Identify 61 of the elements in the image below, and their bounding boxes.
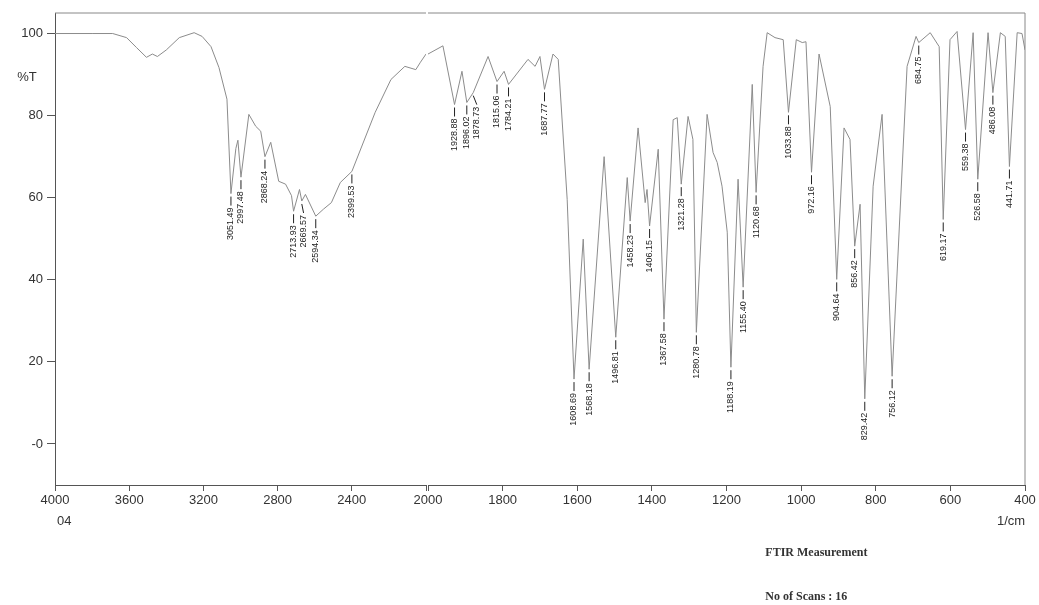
annotation: 2594.34 <box>310 230 321 263</box>
x-tick-label: 3200 <box>188 492 218 508</box>
y-tick-label: 40 <box>28 271 43 287</box>
annotation: 1367.58 <box>658 333 669 366</box>
annotation: 2868.24 <box>259 170 270 204</box>
annotation: 2399.53 <box>346 185 357 218</box>
y-tick-label: -0 <box>31 435 43 451</box>
y-tick-label: 60 <box>28 189 43 205</box>
text: 04 <box>57 513 72 529</box>
annotation: 1815.06 <box>491 95 502 129</box>
text: No of Scans : 16 <box>765 589 848 604</box>
x-tick-label: 2000 <box>413 492 443 508</box>
annotation: 1321.28 <box>675 198 686 231</box>
y-tick-label: 80 <box>28 107 43 123</box>
x-tick-label: 800 <box>864 492 887 508</box>
y-tick-label: 20 <box>28 353 43 369</box>
annotation: 441.71 <box>1003 180 1014 209</box>
annotation: 1784.21 <box>503 98 513 131</box>
annotation: 1188.19 <box>725 381 736 414</box>
x-tick-label: 2400 <box>337 492 367 508</box>
x-tick-label: 1000 <box>786 492 816 508</box>
x-tick-label: 4000 <box>40 492 70 508</box>
x-tick-label: 400 <box>1014 492 1036 508</box>
annotation: 756.12 <box>886 390 897 418</box>
annotation: 1496.81 <box>610 351 621 384</box>
annotation: 619.17 <box>937 233 948 261</box>
annotation: 684.75 <box>913 56 924 85</box>
x-axis-title: 1/cm <box>996 513 1026 529</box>
annotation: 1280.78 <box>690 346 701 379</box>
x-tick-label: 1600 <box>562 492 592 508</box>
annotation: 2669.57 <box>298 214 309 248</box>
text: FTIR Measurement <box>765 545 868 560</box>
annotation: 2713.93 <box>288 225 299 258</box>
annotation: 526.58 <box>972 193 983 221</box>
x-tick-label: 600 <box>939 492 962 508</box>
annotation: 972.16 <box>806 186 816 214</box>
annotation: 2997.48 <box>235 191 246 224</box>
annotation: 1568.18 <box>583 383 594 416</box>
annotation: 904.64 <box>831 293 842 321</box>
annotation: 559.38 <box>960 143 971 172</box>
annotation: 1406.15 <box>644 240 655 273</box>
annotation: 1033.88 <box>782 126 793 159</box>
annotation: 1687.77 <box>538 103 549 136</box>
annotation: 3051.49 <box>225 207 236 241</box>
annotation: 829.42 <box>859 412 870 441</box>
annotation: 1928.88 <box>449 118 460 152</box>
annotation: 856.42 <box>849 260 860 288</box>
annotation: 1878.73 <box>471 106 482 140</box>
annotation: 1608.69 <box>568 393 579 426</box>
annotation: 1155.40 <box>737 301 748 334</box>
annotation: 486.08 <box>987 106 998 135</box>
annotation: 1458.23 <box>624 235 635 268</box>
annotation: 1120.68 <box>750 206 761 239</box>
y-axis-title: %T <box>17 68 37 84</box>
x-tick-label: 1200 <box>712 492 741 508</box>
x-tick-label: 2800 <box>263 492 293 508</box>
x-tick-label: 1800 <box>488 492 518 508</box>
x-tick-label: 3600 <box>114 492 144 508</box>
annotation: 1896.02 <box>461 116 472 150</box>
y-tick-label: 100 <box>21 25 43 41</box>
x-tick-label: 1400 <box>637 492 667 508</box>
